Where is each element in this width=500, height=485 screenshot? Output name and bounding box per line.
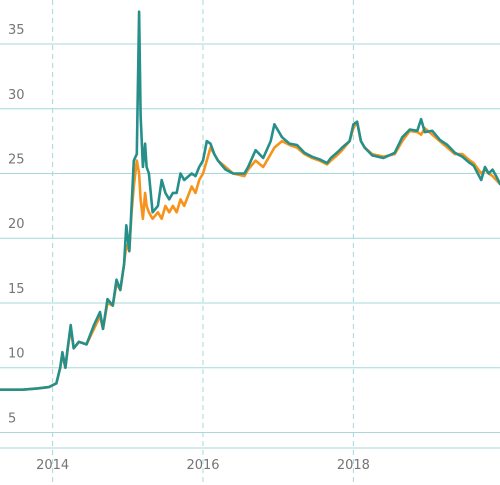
y-tick-label: 10 bbox=[8, 347, 25, 362]
y-tick-label: 25 bbox=[8, 153, 25, 168]
y-axis-tick-labels: 5 10 15 20 25 30 35 bbox=[8, 23, 25, 426]
x-tick-label: 2014 bbox=[36, 458, 69, 473]
series-line-teal bbox=[0, 10, 500, 391]
y-tick-label: 20 bbox=[8, 217, 25, 232]
x-tick-label: 2016 bbox=[186, 458, 219, 473]
x-tick-label: 2018 bbox=[337, 458, 370, 473]
y-tick-label: 5 bbox=[8, 411, 16, 426]
y-tick-label: 35 bbox=[8, 23, 25, 38]
x-axis-tick-labels: 2014 2016 2018 bbox=[36, 458, 370, 473]
y-tick-label: 30 bbox=[8, 88, 25, 103]
y-tick-label: 15 bbox=[8, 282, 25, 297]
series-lines bbox=[0, 10, 500, 391]
